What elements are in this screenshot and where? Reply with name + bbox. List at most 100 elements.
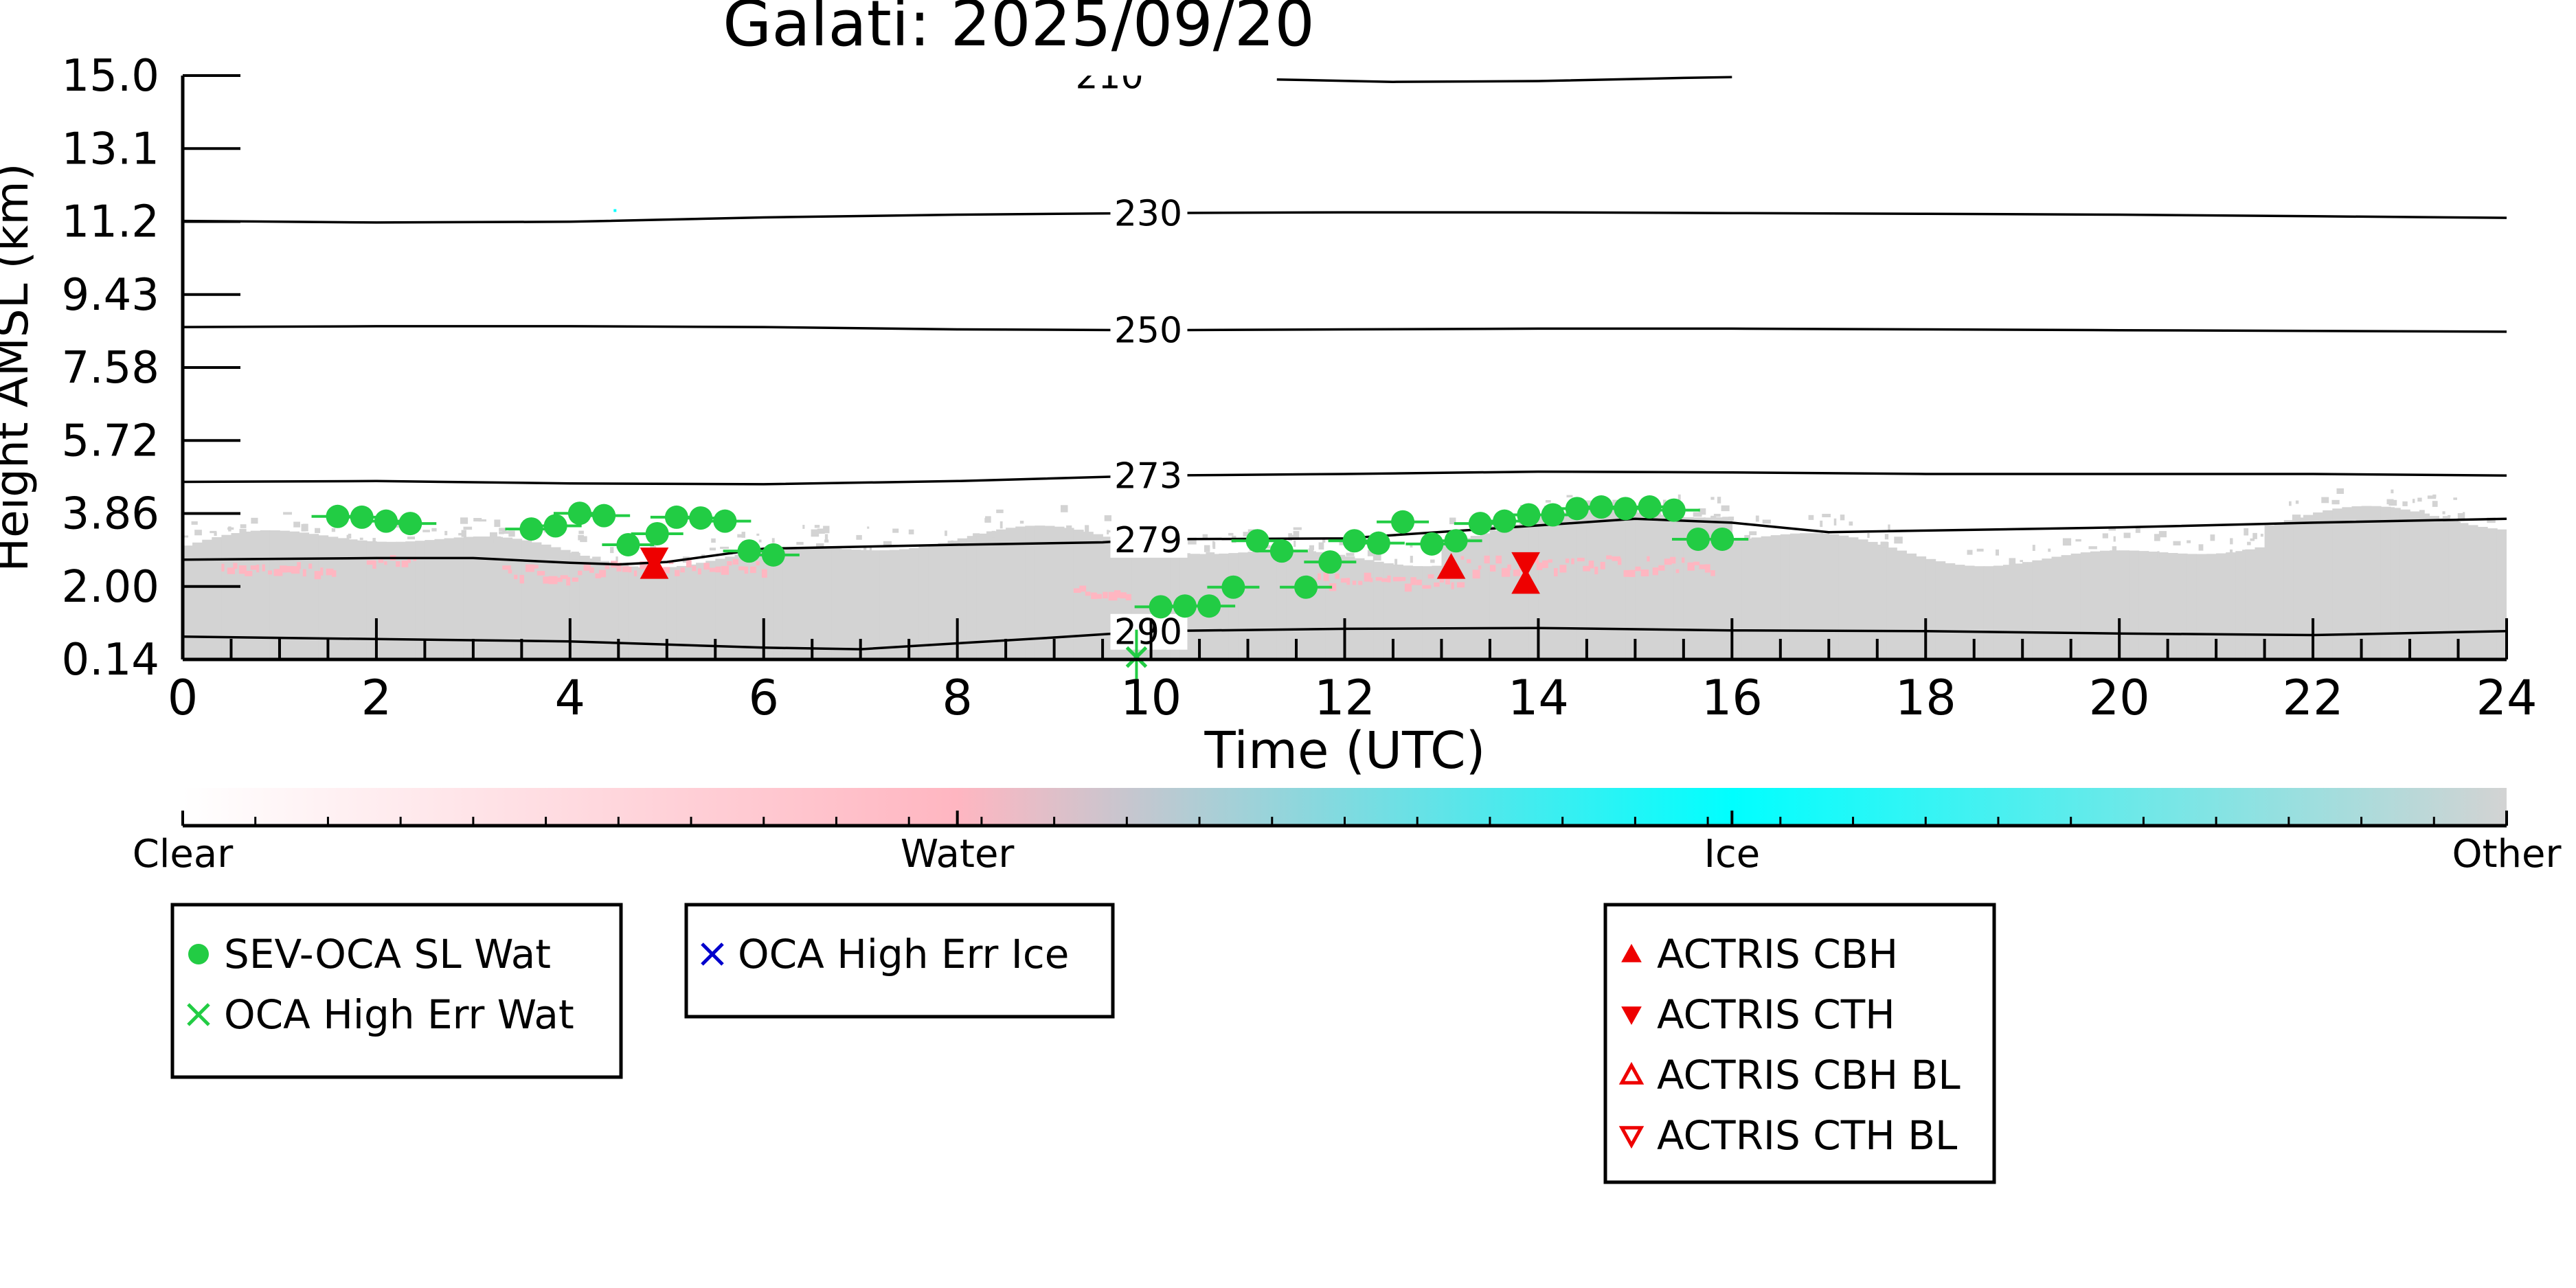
class-other-column <box>1373 561 1384 659</box>
class-other-speckle <box>458 532 463 536</box>
class-other-column <box>2022 562 2033 659</box>
x-tick-label: 12 <box>1314 670 1375 726</box>
class-other-column <box>822 547 833 659</box>
x-tick-label: 2 <box>361 670 392 726</box>
class-other-column <box>1780 534 1791 659</box>
class-other-speckle <box>2210 534 2215 541</box>
legend-entry-label: SEV-OCA SL Wat <box>224 931 551 978</box>
class-other-speckle <box>251 517 258 524</box>
observation-markers <box>311 495 1749 685</box>
class-other-speckle <box>2289 501 2292 506</box>
legend-box: OCA High Err Ice <box>684 903 1115 1019</box>
class-other-speckle <box>856 534 862 540</box>
class-other-column <box>2410 511 2420 659</box>
class-water-patch <box>1375 577 1382 581</box>
class-other-speckle <box>2386 499 2394 505</box>
class-water-patch <box>1577 557 1585 562</box>
class-water-patch <box>640 561 648 569</box>
class-other-speckle <box>461 530 466 537</box>
class-water-patch <box>1664 558 1672 565</box>
class-other-speckle <box>1884 534 1889 540</box>
class-other-column <box>1906 553 1917 659</box>
class-other-column <box>2090 551 2101 659</box>
class-other-speckle <box>1061 505 1068 512</box>
sev-oca-sl-wat-point <box>1197 594 1221 618</box>
class-other-speckle <box>2391 489 2394 494</box>
y-tick-label: 15.0 <box>62 51 160 102</box>
class-other-speckle <box>1288 533 1292 541</box>
class-other-column <box>870 550 881 659</box>
class-other-speckle <box>2009 558 2016 565</box>
legend-marker <box>1618 1126 1645 1149</box>
class-other-column <box>1422 566 1433 659</box>
class-other-speckle <box>908 529 914 534</box>
sev-oca-sl-wat-point <box>1493 509 1517 533</box>
class-other-column <box>2496 529 2507 659</box>
class-water-patch <box>1125 594 1131 600</box>
class-other-column <box>734 554 745 659</box>
class-other-speckle <box>2032 545 2035 551</box>
class-other-column <box>347 539 358 659</box>
class-water-patch <box>1085 591 1091 596</box>
class-water-patch <box>502 565 511 570</box>
class-water-patch <box>1618 558 1622 565</box>
class-other-column <box>2458 523 2469 659</box>
class-other-speckle <box>1822 514 1831 517</box>
y-tick-label: 7.58 <box>62 343 160 394</box>
class-other-speckle <box>756 533 760 536</box>
x-tick-label: 6 <box>748 670 779 726</box>
class-other-speckle <box>494 519 501 528</box>
sev-oca-sl-wat-point <box>1221 575 1245 599</box>
class-other-column <box>1722 517 1733 659</box>
class-other-speckle <box>2432 501 2438 507</box>
class-other-column <box>1848 537 1859 659</box>
class-other-speckle <box>2157 551 2160 558</box>
class-other-speckle <box>1967 550 1973 555</box>
isotherm-line <box>183 211 2507 224</box>
sev-oca-sl-wat-point <box>1444 529 1468 553</box>
class-other-column <box>2196 554 2207 659</box>
class-other-column <box>2110 550 2120 659</box>
class-other-column <box>1354 558 1365 659</box>
class-other-speckle <box>1713 514 1721 517</box>
class-other-column <box>2419 513 2430 659</box>
class-other-speckle <box>1066 525 1072 529</box>
x-tick-label: 0 <box>168 670 199 726</box>
class-other-column <box>2138 551 2149 659</box>
class-other-speckle <box>985 516 991 523</box>
class-water-patch <box>675 569 680 576</box>
class-other-speckle <box>194 530 202 536</box>
class-other-speckle <box>1867 533 1870 538</box>
class-water-patch <box>396 561 400 567</box>
class-other-column <box>366 541 377 659</box>
class-other-column <box>2129 550 2140 659</box>
class-other-speckle <box>2442 516 2451 519</box>
class-other-speckle <box>1996 549 1999 556</box>
class-water-patch <box>1091 592 1097 600</box>
class-other-column <box>2167 553 2178 659</box>
class-other-speckle <box>2457 513 2465 521</box>
class-other-column <box>2361 506 2372 659</box>
legend-entry-label: ACTRIS CBH BL <box>1657 1052 1961 1098</box>
class-other-speckle <box>2187 540 2191 543</box>
class-other-speckle <box>239 528 247 535</box>
y-tick-label: 0.14 <box>62 635 160 686</box>
sev-oca-sl-wat-point <box>1468 512 1492 536</box>
class-other-column <box>657 567 668 659</box>
class-water-patch <box>697 568 701 575</box>
class-other-speckle <box>240 524 247 528</box>
class-other-column <box>1770 535 1781 659</box>
class-other-column <box>328 536 339 659</box>
class-water-patch <box>514 574 518 580</box>
x-tick-label: 16 <box>1702 670 1763 726</box>
class-other-speckle <box>1228 532 1234 536</box>
isotherm-label-bg <box>1110 312 1188 348</box>
class-other-column <box>1635 512 1646 659</box>
class-water-patch <box>320 567 324 576</box>
class-other-column <box>1897 550 1907 659</box>
class-water-patch <box>1629 569 1636 577</box>
class-other-column <box>1954 565 1965 659</box>
class-water-patch <box>291 566 300 574</box>
class-other-speckle <box>1744 534 1750 540</box>
class-water-patch <box>680 567 685 573</box>
